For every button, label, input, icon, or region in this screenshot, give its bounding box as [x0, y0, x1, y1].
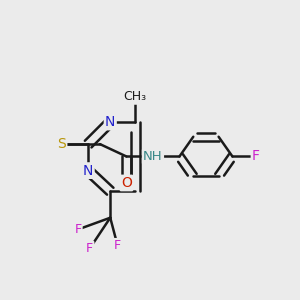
Text: F: F [74, 223, 81, 236]
Text: CH₃: CH₃ [124, 91, 147, 103]
Text: F: F [86, 242, 93, 255]
Text: N: N [83, 164, 93, 178]
Text: O: O [121, 176, 132, 190]
Text: NH: NH [143, 150, 163, 163]
Text: S: S [57, 137, 66, 151]
Text: F: F [114, 239, 121, 252]
Text: N: N [105, 115, 116, 129]
Text: F: F [252, 149, 260, 164]
